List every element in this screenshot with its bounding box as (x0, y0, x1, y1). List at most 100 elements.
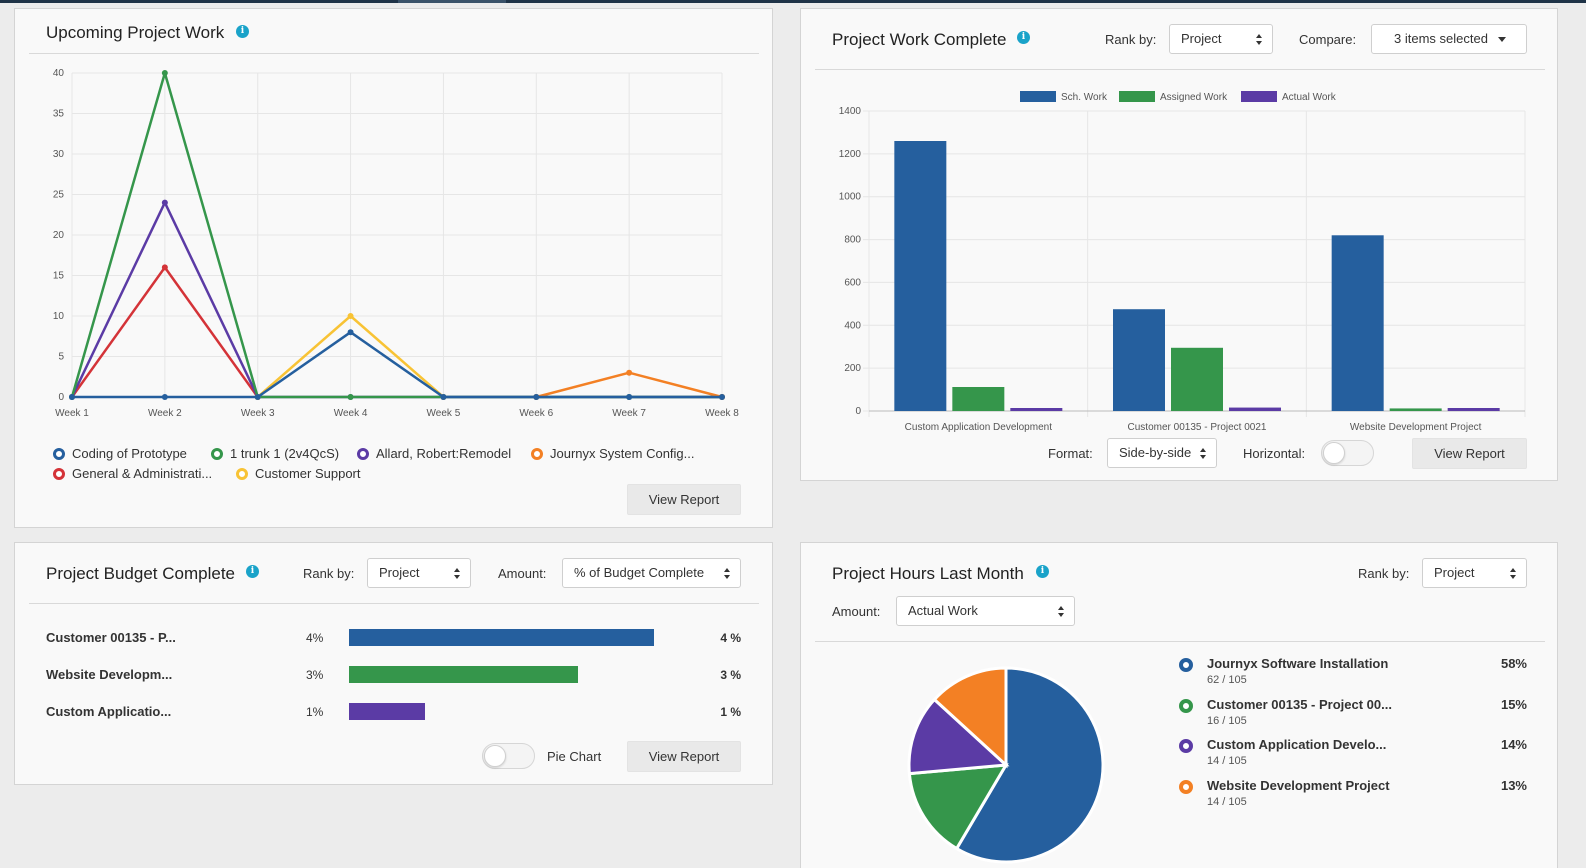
pie-slice[interactable] (932, 666, 1008, 769)
y-tick-label: 200 (844, 363, 861, 374)
y-tick-label: 5 (58, 352, 64, 363)
y-tick-label: 35 (53, 109, 65, 120)
pie-chart-label: Pie Chart (547, 749, 602, 764)
horizontal-toggle[interactable] (1321, 440, 1374, 466)
legend-label[interactable]: Journyx Software Installation (1207, 656, 1389, 671)
budget-bar[interactable] (349, 666, 578, 683)
bar[interactable] (1229, 407, 1281, 411)
legend-dot-icon (211, 448, 223, 460)
data-point[interactable] (161, 70, 168, 76)
y-tick-label: 30 (53, 149, 65, 160)
project-hours-last-month-panel: Project Hours Last Month i Rank by: Proj… (800, 542, 1558, 868)
budget-bar[interactable] (349, 703, 426, 720)
data-point[interactable] (254, 394, 261, 400)
compare-label: Compare: (1299, 32, 1357, 47)
legend-dot-icon (53, 448, 65, 460)
amount-select[interactable]: % of Budget Complete (562, 558, 741, 588)
rank-by-label: Rank by: (1105, 32, 1157, 47)
amount-label: Amount: (498, 566, 547, 581)
legend-label: Actual Work (1282, 92, 1337, 103)
bar[interactable] (1447, 408, 1500, 411)
divider (29, 53, 759, 54)
updown-arrow-icon (1510, 568, 1517, 579)
pie-slice[interactable] (907, 697, 1010, 776)
updown-arrow-icon (1058, 606, 1065, 617)
data-point[interactable] (626, 369, 633, 376)
amount-select[interactable]: Actual Work (896, 596, 1075, 626)
data-point[interactable] (161, 264, 168, 271)
x-tick-label: Week 7 (612, 408, 646, 419)
budget-row-name: Custom Applicatio... (46, 704, 172, 719)
legend-label: General & Administrati... (72, 466, 213, 481)
legend-item[interactable]: Coding of Prototype (53, 446, 187, 461)
view-report-button[interactable]: View Report (627, 484, 741, 515)
updown-arrow-icon (724, 568, 731, 579)
view-report-button[interactable]: View Report (627, 741, 741, 772)
upcoming-work-line-chart: 0 5 10 15 20 25 30 35 40 Week 1 Week 2 Week 3 Week 4… (53, 68, 739, 419)
legend-sub-value: 16 / 105 (1207, 714, 1247, 727)
rank-by-select[interactable]: Project (1169, 24, 1273, 54)
panel-title: Project Hours Last Month (832, 564, 1024, 583)
budget-bar[interactable] (349, 629, 654, 646)
info-icon[interactable]: i (1036, 565, 1049, 578)
bar[interactable] (1389, 408, 1442, 411)
top-bar-active-tab (398, 0, 506, 3)
rank-by-label: Rank by: (303, 566, 355, 581)
bar[interactable] (894, 141, 947, 411)
legend-dot-icon (1179, 779, 1193, 794)
legend-label[interactable]: Customer 00135 - Project 00... (1207, 696, 1392, 712)
data-point[interactable] (161, 394, 168, 400)
info-icon[interactable]: i (246, 565, 259, 578)
divider (29, 603, 759, 604)
format-select[interactable]: Side-by-side (1107, 438, 1217, 468)
pie-chart-toggle[interactable] (482, 743, 535, 769)
format-label: Format: (1048, 446, 1093, 461)
bar[interactable] (1171, 347, 1223, 411)
y-tick-label: 600 (844, 277, 861, 288)
legend-dot-icon (53, 468, 65, 480)
legend-sub-value: 14 / 105 (1207, 795, 1247, 808)
data-point[interactable] (440, 394, 447, 400)
legend-item[interactable]: Customer Support (236, 466, 361, 481)
data-point[interactable] (347, 394, 354, 400)
legend-item[interactable]: Allard, Robert:Remodel (357, 446, 511, 461)
pie-slice[interactable] (954, 666, 1105, 864)
legend-label[interactable]: Website Development Project (1207, 777, 1390, 793)
info-icon[interactable]: i (1017, 31, 1030, 44)
info-icon[interactable]: i (236, 25, 249, 38)
bar[interactable] (1010, 408, 1063, 411)
legend-item[interactable]: General & Administrati... (53, 466, 212, 481)
panel-title: Project Budget Complete (46, 564, 235, 583)
x-category-label: Custom Application Development (905, 422, 1053, 433)
data-point[interactable] (533, 394, 540, 400)
compare-value: 3 items selected (1394, 31, 1488, 46)
data-point[interactable] (626, 394, 633, 400)
legend-item[interactable]: 1 trunk 1 (2v4QcS) (211, 446, 339, 461)
data-point[interactable] (347, 329, 354, 336)
bar[interactable] (1331, 235, 1384, 411)
x-tick-label: Week 6 (519, 408, 553, 419)
legend-label: Journyx System Config... (550, 446, 695, 461)
bar[interactable] (952, 387, 1005, 411)
pie-slice[interactable] (907, 763, 1009, 851)
amount-value: % of Budget Complete (574, 565, 705, 580)
data-point[interactable] (69, 394, 75, 400)
panel-title: Upcoming Project Work (46, 23, 225, 42)
y-tick-label: 0 (58, 392, 64, 403)
legend-label[interactable]: Custom Application Develo... (1207, 737, 1387, 752)
legend-item[interactable]: Journyx System Config... (531, 446, 695, 461)
data-point[interactable] (719, 394, 725, 400)
rank-by-select[interactable]: Project (1422, 558, 1527, 588)
bar[interactable] (1113, 309, 1165, 411)
view-report-button[interactable]: View Report (1412, 438, 1527, 469)
data-point[interactable] (161, 199, 168, 206)
legend-label: Sch. Work (1061, 92, 1108, 103)
rank-by-select[interactable]: Project (367, 558, 471, 588)
legend-dot-icon (357, 448, 369, 460)
compare-dropdown[interactable]: 3 items selected (1371, 24, 1527, 54)
format-value: Side-by-side (1119, 445, 1192, 460)
legend-dot-icon (236, 468, 248, 480)
top-bar (0, 0, 1586, 3)
data-point[interactable] (347, 313, 354, 319)
x-tick-label: Week 1 (55, 408, 89, 419)
